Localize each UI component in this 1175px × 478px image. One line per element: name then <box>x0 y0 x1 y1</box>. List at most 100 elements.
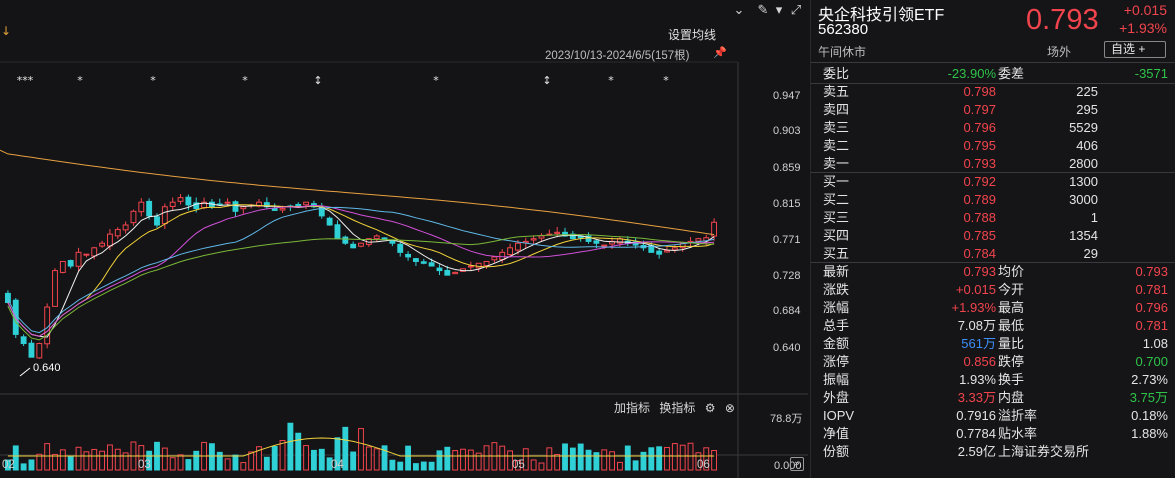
volume-bar <box>334 437 341 471</box>
level-label: 卖一 <box>823 156 850 171</box>
volume-bar <box>452 450 459 471</box>
candle-body <box>538 235 545 239</box>
volume-bar <box>91 448 98 471</box>
volume-bar <box>75 446 82 471</box>
date-range-label: 2023/10/13-2024/6/5(157根) <box>545 50 690 62</box>
off-field-button[interactable]: 场外 <box>1047 45 1072 59</box>
volume-bar <box>138 445 145 471</box>
stat-label: 金额 <box>823 336 850 351</box>
divider <box>811 83 1175 84</box>
stat-row: 金额 561万 量比 1.08 <box>811 335 1175 353</box>
stat-label: IOPV <box>823 408 855 423</box>
volume-bar <box>12 445 19 471</box>
stat-value: 0.781 <box>1135 318 1168 333</box>
webi-row: 委比 -23.90% 委差 -3571 <box>811 65 1175 83</box>
volume-bar <box>114 448 121 471</box>
volume-bar <box>106 444 113 471</box>
level-volume: 5529 <box>1069 120 1098 135</box>
volume-bar <box>593 452 600 471</box>
candle-body <box>514 242 521 251</box>
price-tick: 0.684 <box>773 305 801 317</box>
add-indicator-button[interactable]: 加指标 <box>614 401 651 415</box>
candle-body <box>256 201 262 207</box>
volume-bar <box>546 447 553 471</box>
level-label: 买一 <box>823 174 850 189</box>
settings-ma-button[interactable]: 设置均线 <box>668 28 717 42</box>
event-mark: * <box>608 74 614 87</box>
add-watchlist-button[interactable]: 自选 + <box>1104 41 1166 58</box>
level-price: 0.788 <box>963 210 996 225</box>
volume-bar <box>671 443 678 471</box>
candle-body <box>483 260 490 267</box>
candle-body <box>412 258 419 262</box>
candle-body <box>169 201 176 207</box>
candle-body <box>83 253 90 256</box>
chevron-down-small-icon[interactable]: ▾ <box>775 3 783 18</box>
volume-bar <box>475 452 482 471</box>
candle-body <box>428 262 435 267</box>
scroll-right-button[interactable]: » <box>790 457 804 471</box>
candle-body <box>130 210 137 224</box>
price-tick: 0.728 <box>773 270 801 282</box>
candle-body <box>154 216 160 226</box>
volume-bar <box>44 443 51 471</box>
kline-chart[interactable]: *** * * * ↕ * ↕ * * <box>0 0 808 478</box>
volume-bar <box>122 452 129 471</box>
stat-label: 涨跌 <box>823 282 850 297</box>
volume-bar <box>483 445 490 471</box>
volume-bar <box>428 461 435 471</box>
stat-value: +0.015 <box>955 282 996 297</box>
low-annotation-arrow <box>19 367 31 377</box>
divider <box>811 262 1175 263</box>
change-indicator-button[interactable]: 换指标 <box>659 401 696 415</box>
candle-body <box>507 247 514 256</box>
chevron-down-icon[interactable]: ⌄ <box>733 3 745 18</box>
volume-bar <box>161 447 168 471</box>
stat-value: 0.700 <box>1135 354 1168 369</box>
stat-label: 内盘 <box>998 390 1025 405</box>
level-label: 买二 <box>823 192 850 207</box>
stat-row: 涨停 0.856 跌停 0.700 <box>811 353 1175 371</box>
level-label: 卖四 <box>823 102 850 117</box>
stat-row: 份额 2.59亿 上海证券交易所 <box>811 443 1175 461</box>
volume-bar <box>695 452 702 471</box>
candle-body <box>695 238 702 242</box>
pen-icon[interactable]: ✎ <box>757 3 769 18</box>
stat-value: 0.793 <box>963 264 996 279</box>
candle-body <box>405 253 412 258</box>
candle-body <box>185 196 192 206</box>
pin-icon[interactable]: 📌 <box>713 46 727 59</box>
stat-label: 总手 <box>823 318 850 333</box>
volume-bar <box>318 448 325 471</box>
volume-bar <box>499 445 506 471</box>
volume-bar <box>216 451 223 471</box>
gear-icon[interactable]: ⚙ <box>704 401 716 415</box>
stat-label: 均价 <box>998 264 1025 279</box>
volume-bar <box>616 461 623 471</box>
volume-bar <box>640 451 647 471</box>
level-volume: 1 <box>1090 210 1098 225</box>
ma20-line <box>7 204 715 337</box>
level-label: 卖二 <box>823 138 850 153</box>
stat-value: 0.793 <box>1135 264 1168 279</box>
volume-bar <box>256 446 262 471</box>
level-label: 买四 <box>823 228 850 243</box>
fullscreen-icon[interactable]: ⤢ <box>790 3 802 18</box>
stat-label: 净值 <box>823 426 850 441</box>
event-mark: * <box>663 74 669 87</box>
volume-bar <box>287 422 294 471</box>
candle-body <box>326 217 333 226</box>
candle-body <box>711 221 718 237</box>
kline-chart-area[interactable]: *** * * * ↕ * ↕ * * ↓ ⌄ ✎ ▾ ⤢ 设置均线 2023/10/13-20… <box>0 0 808 478</box>
close-icon[interactable]: ⊗ <box>724 401 735 415</box>
ask-row: 卖三 0.796 5529 <box>811 119 1175 137</box>
stat-value: 1.08 <box>1142 336 1168 351</box>
candle-body <box>554 231 561 234</box>
volume-bar <box>530 459 537 471</box>
candle-body <box>177 197 184 202</box>
level-volume: 1354 <box>1069 228 1098 243</box>
candle-body <box>381 237 388 240</box>
volume-bar <box>554 454 561 471</box>
bid-row: 买四 0.785 1354 <box>811 227 1175 245</box>
market-status: 午间休市 <box>818 45 867 59</box>
